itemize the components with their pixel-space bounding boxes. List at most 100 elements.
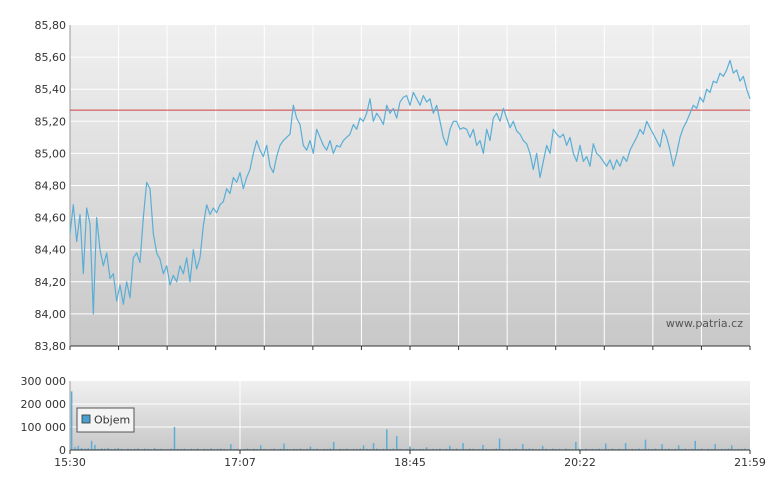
price-y-tick-label: 85,20 [35, 115, 67, 128]
volume-bar [127, 448, 129, 450]
volume-bar [498, 438, 501, 450]
volume-bar [299, 448, 302, 450]
volume-bar [230, 444, 232, 450]
volume-bar [425, 447, 428, 450]
volume-bar [439, 448, 441, 450]
volume-bar [445, 448, 448, 450]
volume-bar [137, 448, 139, 450]
volume-bar [346, 448, 348, 450]
volume-bar [283, 443, 285, 450]
volume-y-tick-label: 300 000 [21, 375, 67, 388]
volume-bar [462, 443, 464, 450]
volume-bar [143, 448, 146, 450]
volume-bar [153, 448, 156, 450]
volume-bar [316, 448, 318, 450]
volume-bar [508, 448, 511, 450]
volume-bar [721, 448, 723, 450]
volume-y-tick-label: 100 000 [21, 421, 67, 434]
volume-bar [87, 448, 89, 450]
x-tick-label: 18:45 [394, 456, 426, 469]
volume-bar [648, 448, 650, 450]
price-y-tick-label: 85,00 [35, 147, 67, 160]
volume-bar [661, 444, 663, 450]
volume-bar [701, 448, 703, 450]
volume-bar [565, 448, 567, 450]
volume-legend: Objem [76, 407, 135, 433]
volume-bar [531, 448, 534, 450]
volume-bar [104, 448, 106, 450]
volume-bar [376, 448, 378, 450]
volume-bar [727, 448, 730, 450]
x-tick-label: 20:22 [564, 456, 596, 469]
volume-bar [392, 448, 395, 450]
volume-bar [677, 445, 680, 450]
volume-bar [183, 448, 186, 450]
volume-bar [80, 447, 83, 450]
volume-bar [70, 391, 73, 450]
volume-bar [293, 448, 295, 450]
volume-bar [120, 448, 123, 450]
volume-bar [147, 448, 149, 450]
volume-bar [323, 448, 325, 450]
volume-bar [578, 448, 580, 450]
legend-swatch [81, 414, 91, 424]
volume-bar [644, 439, 647, 450]
volume-bar [220, 448, 222, 450]
volume-bar [624, 443, 627, 450]
x-tick-label: 17:07 [224, 456, 256, 469]
price-y-tick-label: 84,20 [35, 276, 67, 289]
price-series-line [69, 59, 751, 315]
volume-bar [409, 446, 411, 450]
price-y-tick-label: 84,80 [35, 180, 67, 193]
volume-bar [522, 444, 524, 450]
volume-bar [638, 448, 640, 450]
volume-bar [84, 448, 86, 450]
volume-bar [485, 448, 488, 450]
volume-bar [419, 448, 421, 450]
volume-bar [170, 448, 172, 450]
volume-bar [691, 448, 693, 450]
volume-bar [399, 448, 401, 450]
volume-bar [737, 448, 740, 450]
volume-bar [631, 448, 633, 450]
price-y-tick-label: 84,60 [35, 212, 67, 225]
volume-bar [654, 448, 657, 450]
volume-bar [432, 448, 434, 450]
volume-bar [332, 441, 335, 450]
volume-bar [117, 448, 119, 450]
volume-bar [395, 436, 398, 450]
volume-bar [585, 448, 587, 450]
volume-bar [482, 444, 484, 450]
volume-y-tick-label: 200 000 [21, 398, 67, 411]
x-tick-label: 15:30 [54, 456, 86, 469]
price-y-tick-label: 84,40 [35, 244, 67, 257]
volume-bar [386, 429, 388, 450]
price-panel: 83,80 84,00 84,20 84,40 84,60 84,80 85,00 85,20… [35, 19, 751, 353]
volume-bar [707, 448, 710, 450]
volume-bar [731, 445, 733, 450]
volume-bar [263, 448, 265, 450]
volume-bar [306, 448, 308, 450]
volume-bar [329, 448, 332, 450]
volume-bar [515, 448, 517, 450]
volume-bar [107, 447, 109, 450]
volume-bar [90, 440, 93, 450]
volume-bar [528, 448, 531, 450]
price-y-tick-label: 85,40 [35, 83, 67, 96]
volume-bar [196, 448, 199, 450]
x-tick-label: 21:59 [734, 456, 766, 469]
volume-bar [216, 448, 219, 450]
volume-bar [279, 448, 282, 450]
volume-bar [77, 445, 80, 450]
volume-bar [236, 448, 239, 450]
volume-bar [468, 448, 471, 450]
volume-bar [541, 445, 544, 450]
volume-bar [449, 445, 451, 450]
price-y-tick-label: 84,00 [35, 308, 67, 321]
price-y-tick-label: 83,80 [35, 340, 67, 353]
volume-bar [359, 448, 361, 450]
price-y-tick-label: 85,80 [35, 19, 67, 32]
volume-bar [472, 448, 474, 450]
